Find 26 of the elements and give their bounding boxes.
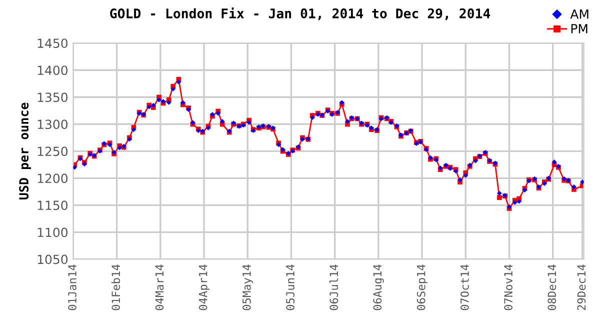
x-tick-label: 08Dec14	[548, 264, 556, 310]
x-tick-label: 04Apr14	[198, 264, 210, 310]
x-tick-label: 07Nov14	[504, 264, 513, 310]
legend-label: AM	[570, 10, 588, 19]
x-tick-label: 06Jul14	[329, 264, 338, 310]
x-tick-label: 05Jun14	[286, 264, 294, 310]
y-tick-label: 1350	[38, 92, 68, 102]
y-tick-label: 1300	[38, 120, 68, 130]
y-tick-label: 1150	[38, 200, 68, 210]
y-tick-label: 1250	[38, 146, 68, 156]
x-tick-label: 29Dec14	[577, 264, 586, 310]
x-tick-label: 07Oct14	[460, 264, 469, 310]
legend-label: PM	[571, 24, 588, 34]
x-tick-label: 05May14	[242, 264, 254, 310]
x-tick-label: 06Sep14	[416, 264, 428, 310]
y-tick-label: 1200	[38, 174, 68, 184]
chart-title: GOLD - London Fix - Jan 01, 2014 to Dec 29, 2014	[110, 7, 490, 20]
y-tick-label: 1100	[38, 228, 68, 238]
y-tick-label: 1450	[38, 38, 68, 48]
x-tick-label: 01Feb14	[111, 264, 120, 310]
x-tick-label: 01Jan14	[68, 264, 76, 310]
y-tick-label: 1400	[38, 66, 68, 76]
x-tick-label: 06Aug14	[373, 264, 384, 310]
x-tick-label: 04Mar14	[155, 264, 164, 310]
y-axis-title: USD per ounce	[19, 102, 31, 200]
y-tick-label: 1050	[38, 254, 68, 264]
